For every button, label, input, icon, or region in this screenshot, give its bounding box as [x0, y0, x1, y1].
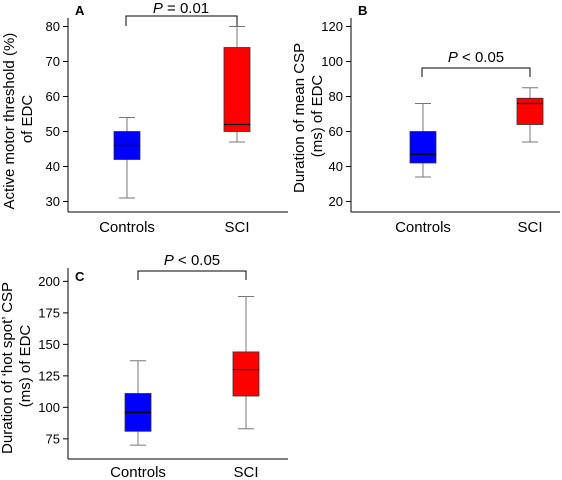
- y-tick-label: 20: [329, 194, 343, 209]
- y-ticks: 30 40 50 60 70 80: [46, 19, 68, 209]
- y-tick-label: 75: [46, 431, 60, 446]
- y-axis-label-line: (ms) of EDC: [309, 75, 326, 158]
- boxplot-controls: [409, 103, 437, 178]
- y-axis-label: Active motor threshold (%) of EDC: [1, 29, 36, 210]
- boxplot-controls: [124, 360, 152, 446]
- y-tick-label: 60: [329, 124, 343, 139]
- y-tick-label: 175: [38, 305, 60, 320]
- significance-label: P < 0.05: [164, 252, 220, 269]
- iqr-box: [516, 97, 544, 125]
- y-axis-label-line: Active motor threshold (%): [1, 33, 18, 210]
- panel-c: C Duration of ‘hot spot’ CSP (ms) of EDC…: [0, 252, 288, 480]
- y-tick-label: 100: [38, 400, 60, 415]
- p-value: < 0.05: [174, 252, 220, 269]
- p-symbol: P: [164, 252, 174, 269]
- y-axis-label: Duration of mean CSP (ms) of EDC: [291, 39, 326, 193]
- y-tick-label: 40: [329, 159, 343, 174]
- y-axis-label-line: Duration of mean CSP: [291, 43, 308, 193]
- significance-bracket: [137, 270, 247, 280]
- significance-label: P = 0.01: [153, 0, 209, 17]
- panel-letter: B: [358, 3, 367, 18]
- p-symbol: P: [448, 49, 458, 66]
- panel-letter: A: [75, 3, 85, 18]
- boxplot-sci: [516, 87, 544, 143]
- significance-bracket: [421, 67, 531, 77]
- boxplots: [409, 87, 544, 178]
- y-tick-label: 30: [46, 194, 60, 209]
- y-tick-label: 150: [38, 337, 60, 352]
- boxplot-controls: [113, 117, 141, 199]
- y-tick-label: 70: [46, 54, 60, 69]
- y-ticks: 75 100 125 150 175 200: [38, 274, 68, 446]
- category-label-sci: SCI: [233, 464, 258, 480]
- y-tick-label: 125: [38, 368, 60, 383]
- boxplots: [124, 295, 260, 446]
- p-value: < 0.05: [458, 49, 504, 66]
- panel-a: A Active motor threshold (%) of EDC 30 40…: [1, 0, 288, 236]
- y-tick-label: 60: [46, 89, 60, 104]
- iqr-box: [223, 47, 251, 132]
- y-tick-label: 80: [46, 19, 60, 34]
- significance-label: P < 0.05: [448, 49, 504, 66]
- y-axis-label: Duration of ‘hot spot’ CSP (ms) of EDC: [0, 278, 34, 454]
- category-label-controls: Controls: [110, 464, 166, 480]
- y-axis-label-line: (ms) of EDC: [17, 325, 34, 408]
- iqr-box: [232, 351, 260, 397]
- boxplots: [113, 26, 251, 199]
- y-tick-label: 50: [46, 124, 60, 139]
- panel-b: B Duration of mean CSP (ms) of EDC 20 40 6…: [291, 3, 560, 236]
- y-tick-label: 120: [321, 19, 343, 34]
- y-ticks: 20 40 60 80 100 120: [321, 19, 351, 209]
- category-label-sci: SCI: [224, 219, 249, 236]
- p-value: = 0.01: [163, 0, 209, 17]
- boxplot-sci: [223, 26, 251, 143]
- y-tick-label: 40: [46, 159, 60, 174]
- y-axis-label-line: of EDC: [19, 95, 36, 144]
- significance-bracket: [125, 15, 238, 26]
- p-symbol: P: [153, 0, 163, 17]
- panel-letter: C: [75, 269, 85, 284]
- category-label-sci: SCI: [517, 219, 542, 236]
- y-tick-label: 200: [38, 274, 60, 289]
- boxplot-sci: [232, 295, 260, 430]
- y-axis-label-line: Duration of ‘hot spot’ CSP: [0, 282, 16, 454]
- y-tick-label: 100: [321, 54, 343, 69]
- category-label-controls: Controls: [395, 219, 451, 236]
- iqr-box: [409, 131, 437, 164]
- category-label-controls: Controls: [99, 219, 155, 236]
- y-tick-label: 80: [329, 89, 343, 104]
